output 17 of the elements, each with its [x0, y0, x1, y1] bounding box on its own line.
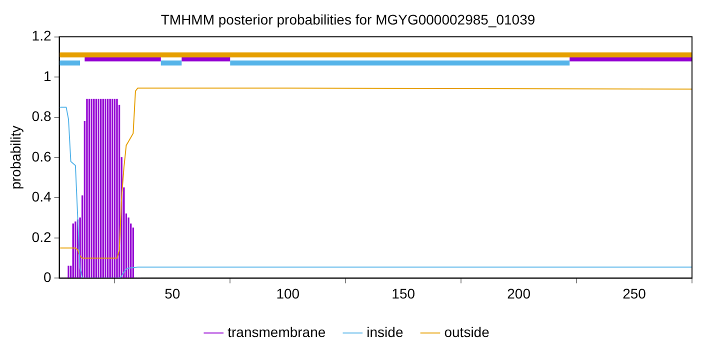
y-tick-label: 0.4: [32, 188, 52, 205]
x-tick-label: 250: [622, 285, 646, 302]
y-tick-label: 0.2: [32, 228, 52, 245]
legend-label: outside: [444, 324, 490, 340]
x-tick-label: 100: [276, 285, 300, 302]
y-tick-label: 0.8: [32, 108, 52, 124]
y-tick-label: 1: [43, 68, 52, 84]
y-tick-label: 0: [43, 269, 52, 286]
x-tick-label: 50: [164, 285, 180, 302]
chart-title: TMHMM posterior probabilities for MGYG000002985_01039: [160, 11, 536, 28]
legend-label: inside: [366, 324, 404, 340]
y-tick-label: 0.6: [32, 148, 52, 164]
legend-label: transmembrane: [228, 324, 326, 340]
y-axis-title: probability: [7, 126, 24, 190]
x-tick-label: 150: [392, 285, 416, 302]
x-tick-label: 200: [507, 285, 531, 302]
y-tick-label: 1.2: [32, 28, 52, 44]
